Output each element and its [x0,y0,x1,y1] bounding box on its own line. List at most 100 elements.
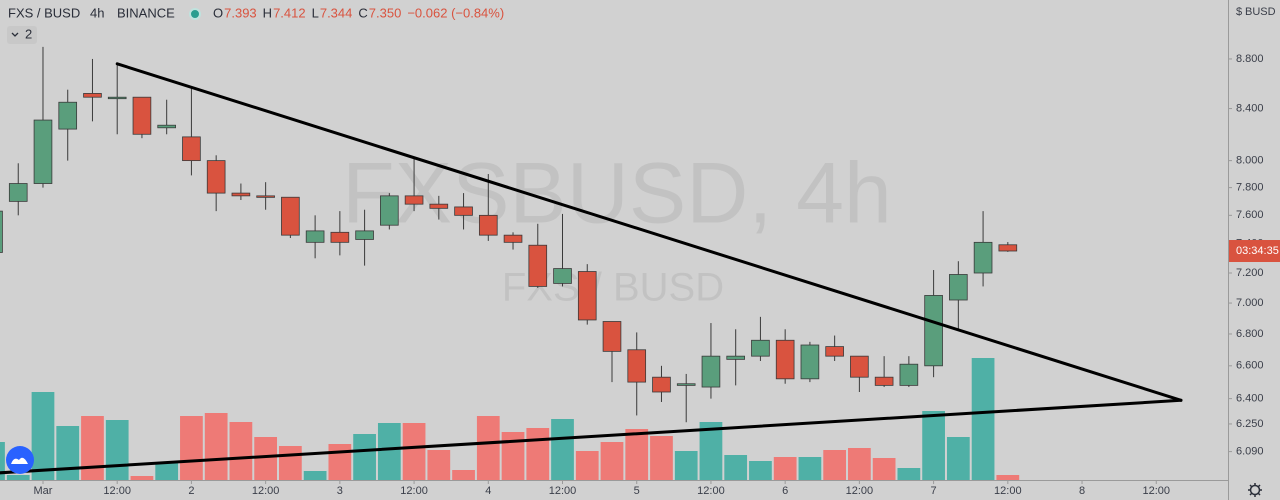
volume-bar [946,437,970,480]
candle-body [182,136,201,162]
trendline [115,62,1183,402]
legend-value: 7.344 [320,5,353,20]
x-tick-label: 4 [485,485,491,497]
x-tick-label: 5 [634,485,640,497]
candle-body [206,160,226,194]
legend-key: O [213,5,223,20]
y-tick-label: 8.800 [1236,53,1264,65]
volume-bar [279,446,302,480]
exchange: BINANCE [117,5,175,20]
countdown: 03:34:35 [1236,245,1279,257]
volume-bar [452,470,475,480]
candle-body [676,383,696,386]
x-tick-label: 12:00 [846,485,874,497]
candle-body [652,376,671,393]
x-tick-label: 12:00 [1142,485,1170,497]
volume-bar [773,457,797,480]
volume-bar [650,436,673,480]
volume-bar [476,416,500,480]
legend-key: C [358,5,367,20]
y-tick-label: 7.800 [1236,182,1264,194]
volume-bar [996,475,1020,480]
y-tick-label: 6.600 [1236,360,1264,372]
volume-bar [823,450,847,480]
x-tick-label: 12:00 [400,485,428,497]
candle-body [380,195,399,226]
candle-body [0,210,3,253]
x-tick-label: 12:00 [697,485,725,497]
candle-body [58,101,78,130]
interval[interactable]: 4h [90,5,104,20]
candle-body [330,231,350,243]
volume-bar [155,463,179,480]
candle-body [478,214,498,236]
candle-body [800,344,820,380]
candle-body [949,274,968,301]
watermark: FXSBUSD, 4h [342,146,892,242]
volume-bar [353,434,376,480]
legend-change: −0.062 (−0.84%) [407,5,504,20]
volume-bar [180,416,203,480]
ohlc-legend: O 7.393 H 7.412 L 7.344 C 7.350 −0.062 (−0.84%) [213,5,504,20]
volume-bar [0,442,5,480]
volume-bar [848,448,871,480]
candle-body [553,268,572,284]
volume-bar [31,392,55,480]
volume-bar [575,451,599,480]
volume-bar [303,471,327,480]
candle-body [973,241,993,274]
y-tick-label: 7.200 [1236,267,1264,279]
volume-bar [872,458,896,480]
volume-bar [724,455,748,480]
candle-body [404,195,424,205]
volume-bar [402,423,426,480]
x-tick-label: 6 [782,485,788,497]
x-tick-label: Mar [34,485,53,497]
volume-bar [56,426,80,480]
x-tick-label: 7 [931,485,937,497]
plot-area [0,46,1183,480]
currency-icon: $ [1236,6,1242,18]
volume-bar [81,416,104,480]
last-price-box [1229,240,1280,263]
legend-key: L [312,5,319,20]
candle-body [231,192,251,197]
market-status[interactable] [189,8,201,20]
candle-body [577,271,597,321]
x-tick-label: 3 [337,485,343,497]
candle-body [83,93,102,98]
x-tick-label: 12:00 [994,485,1022,497]
candle-body [924,295,943,367]
y-tick-label: 6.090 [1236,446,1264,458]
settings-icon[interactable] [1249,484,1261,496]
volume-bar [674,451,698,480]
legend-value: 7.350 [369,5,402,20]
x-tick-label: 8 [1079,485,1085,497]
candle-body [775,339,795,380]
volume-bar [377,423,401,480]
volume-bar [105,420,129,480]
y-tick-label: 8.400 [1236,102,1264,114]
candle-body [602,321,622,352]
y-tick-label: 6.800 [1236,328,1264,340]
trendline [0,398,1183,475]
symbol[interactable]: FXS / BUSD [8,5,80,20]
volume-bar [551,419,574,480]
candle-body [627,349,647,383]
candle-body [107,96,127,100]
y-tick-label: 7.600 [1236,209,1264,221]
candle-body [726,355,745,360]
volume-bar [427,450,451,480]
volume-bar [798,457,822,480]
volume-bar [600,442,624,480]
volume-bar [204,413,228,480]
candle-body [528,244,548,287]
candle-body [850,355,869,378]
indicator-toggle[interactable] [7,26,37,44]
candle-body [33,119,53,184]
volume-bar [897,468,921,480]
chevron-icon [11,32,19,37]
settings-icon-teeth [1248,483,1262,497]
currency[interactable]: BUSD [1245,6,1276,18]
